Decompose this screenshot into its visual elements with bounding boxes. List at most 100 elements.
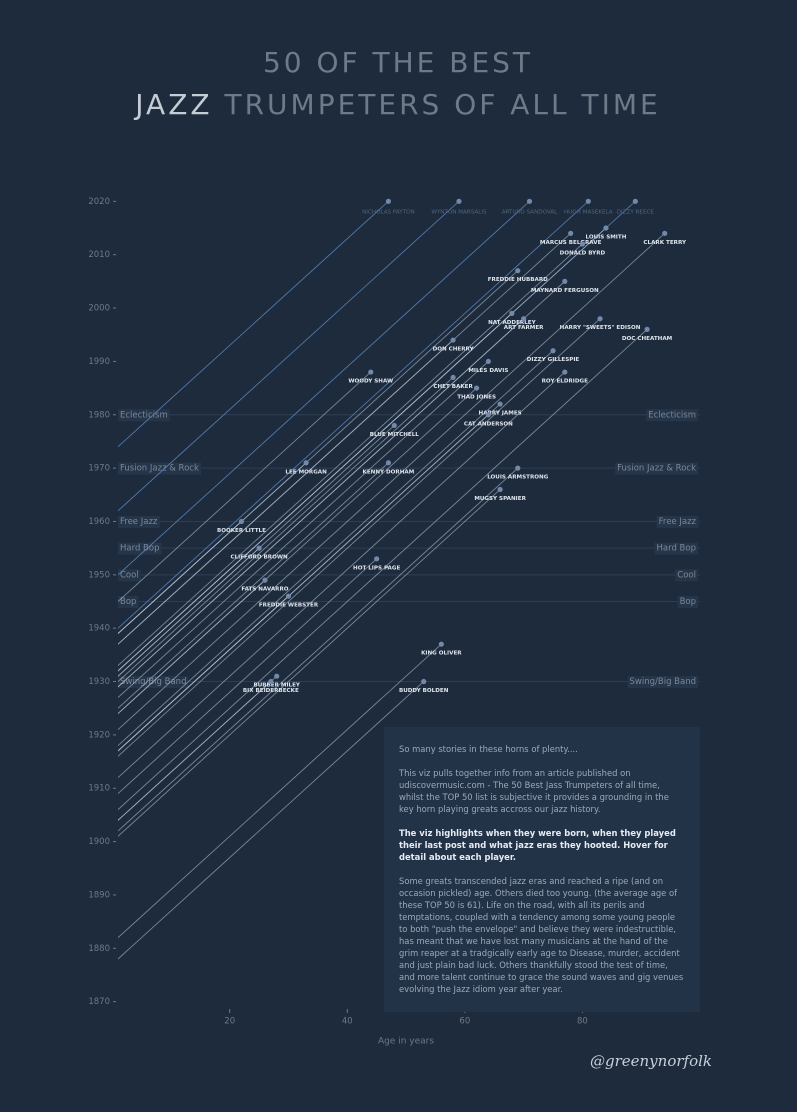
player-label: BUBBER MILEY <box>253 683 300 689</box>
lifeline <box>118 643 442 939</box>
era-label-bg <box>675 569 698 582</box>
lifeline <box>118 377 454 683</box>
era-label-bg <box>118 409 170 422</box>
player-label: DOC CHEATHAM <box>622 336 673 342</box>
lifeline <box>118 201 530 576</box>
end-dot <box>274 673 280 679</box>
lifeline <box>118 339 454 645</box>
lifeline <box>118 521 242 635</box>
y-tick-label: 2020 <box>88 197 110 207</box>
y-tick-label: 1970 <box>88 464 110 474</box>
end-dot <box>485 412 491 418</box>
era-label-bg <box>118 462 201 475</box>
end-dot <box>285 593 292 599</box>
y-tick-label: 1940 <box>88 624 110 634</box>
player-label: NICHOLAS PAYTON <box>362 210 415 216</box>
player-label: MARCUS BELGRAVE <box>540 240 602 246</box>
end-dot <box>521 316 527 322</box>
era-label-bg <box>677 596 698 608</box>
y-tick-label: 2010 <box>88 250 110 260</box>
x-axis-label: Age in years <box>378 1037 434 1047</box>
end-dot <box>562 369 568 375</box>
x-tick-label: 40 <box>342 1017 353 1027</box>
era-label: Fusion Jazz & Rock <box>120 464 199 474</box>
era-label: Free Jazz <box>120 517 158 527</box>
end-dot <box>509 310 515 316</box>
player-label: LOUIS SMITH <box>585 235 626 241</box>
player-label: ARTURO SANDOVAL <box>502 210 558 216</box>
era-label: Eclecticism <box>120 410 168 420</box>
player-label: WOODY SHAW <box>348 379 393 385</box>
y-tick-label: 1890 <box>88 890 110 900</box>
player-label: HARRY "SWEETS" EDISON <box>560 325 641 331</box>
y-tick-label: 2000 <box>88 304 110 314</box>
lifeline <box>118 350 554 747</box>
lifeline <box>118 681 272 821</box>
end-dot <box>238 518 245 525</box>
y-tick-label: 1880 <box>88 944 110 954</box>
note: The viz highlights when they were born, … <box>399 828 676 862</box>
player-label: HARRY JAMES <box>479 411 522 417</box>
player-label: NAT ADDERLEY <box>488 320 536 326</box>
end-dot <box>632 198 638 204</box>
era-label-bg <box>627 676 698 689</box>
y-tick-label: 1960 <box>88 517 110 527</box>
era-label-bg <box>118 596 139 608</box>
end-dot <box>474 385 480 391</box>
end-dot <box>450 337 456 343</box>
player-label: DIZZY REECE <box>617 210 655 216</box>
end-dot <box>562 278 568 284</box>
y-tick-label: 1980 <box>88 410 110 420</box>
end-dot <box>644 326 650 332</box>
player-label: ART FARMER <box>504 325 544 331</box>
end-dot <box>450 374 456 381</box>
player-label: FREDDIE WEBSTER <box>259 603 319 609</box>
notes-box: So many stories in these horns of plenty… <box>384 727 700 1012</box>
player-label: DIZZY GILLESPIE <box>527 357 580 363</box>
signature: @greenynorfolk <box>590 1052 712 1070</box>
player-label: BOOKER LITTLE <box>217 528 266 534</box>
end-dot <box>262 577 268 583</box>
player-label: CLARK TERRY <box>643 240 687 246</box>
era-label: Cool <box>120 570 139 580</box>
player-label: MAYNARD FERGUSON <box>531 288 599 294</box>
lifeline <box>118 243 583 667</box>
y-tick-label: 1990 <box>88 357 110 367</box>
lifeline <box>118 547 260 677</box>
player-label: BLUE MITCHELL <box>370 432 420 438</box>
y-tick-label: 1910 <box>88 784 110 794</box>
lifeline <box>118 371 372 603</box>
end-dot <box>585 198 591 204</box>
era-label-bg <box>118 515 160 528</box>
era-label-bg <box>656 515 699 528</box>
era-label: Fusion Jazz & Rock <box>617 464 696 474</box>
lifelines <box>118 201 666 960</box>
player-label: KING OLIVER <box>421 651 462 657</box>
player-label: KENNY DORHAM <box>363 469 415 475</box>
title-highlight: JAZZ <box>133 88 212 121</box>
marks: NICHOLAS PAYTON WYNTON MARSALIS ARTURO SAN… <box>217 198 687 694</box>
player-label: CHET BAKER <box>433 384 473 390</box>
title-rest: TRUMPETERS OF ALL TIME <box>223 88 660 121</box>
player-label: LOUIS ARMSTRONG <box>487 475 549 481</box>
end-dot <box>579 241 586 247</box>
end-dot <box>256 545 262 551</box>
lifeline <box>118 371 566 779</box>
y-tick-label: 1930 <box>88 677 110 687</box>
era-label-bg <box>654 542 698 555</box>
lifeline <box>118 681 424 960</box>
x-tick-label: 80 <box>577 1017 588 1027</box>
player-label: BIX BEIDERBECKE <box>243 688 299 694</box>
lifeline <box>118 579 266 715</box>
end-dot <box>456 198 462 204</box>
era-label: Bop <box>120 597 136 607</box>
x-tick-label: 60 <box>459 1017 470 1027</box>
era-label: Hard Bop <box>657 544 696 554</box>
era-label: Hard Bop <box>120 544 159 554</box>
end-dot <box>515 465 521 471</box>
end-dot <box>368 369 374 375</box>
end-dot <box>526 198 533 204</box>
y-tick-label: 1950 <box>88 570 110 580</box>
end-dot <box>497 486 503 493</box>
end-dot <box>568 230 574 236</box>
